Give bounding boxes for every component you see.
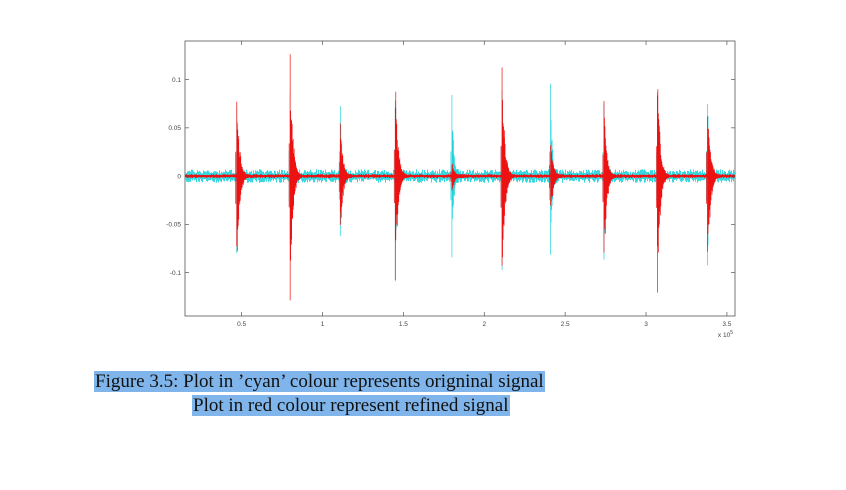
tick-layer: 0.5 1 1.5 2 2.5 3 3.5 0.1 0.05 0 -0.05 -0.1 (166, 41, 735, 328)
caption-text-2: Plot in red colour represent refined sig… (192, 395, 510, 416)
x-tick-label: 0.5 (237, 321, 246, 328)
y-tick-label: 0.1 (172, 77, 181, 84)
caption-text-1: Figure 3.5: Plot in ’cyan’ colour repres… (94, 371, 545, 392)
x-exponent-label: x 105 (718, 330, 733, 339)
spike-9 (656, 89, 670, 293)
spike-2 (288, 54, 302, 301)
spike-5 (450, 163, 464, 191)
y-tick-label: 0 (177, 173, 181, 180)
spike-7 (549, 145, 563, 206)
spike-3 (338, 123, 353, 225)
x-tick-label: 3 (644, 321, 648, 328)
y-tick-label: 0.05 (168, 125, 181, 132)
x-exponent-base: x 10 (718, 332, 731, 339)
spike-1 (235, 101, 249, 252)
x-tick-label: 3.5 (722, 321, 731, 328)
x-tick-label: 2.5 (561, 321, 570, 328)
spike-8 (602, 101, 616, 253)
x-tick-label: 1 (321, 321, 325, 328)
y-tick-label: -0.05 (166, 222, 181, 229)
spike-10 (706, 116, 720, 252)
x-tick-label: 1.5 (399, 321, 408, 328)
figure-caption-line-1: Figure 3.5: Plot in ’cyan’ colour repres… (94, 371, 545, 393)
figure-caption-line-2: Plot in red colour represent refined sig… (192, 395, 510, 417)
spike-6 (500, 67, 514, 266)
x-exponent-power: 5 (730, 330, 733, 336)
y-tick-label: -0.1 (170, 270, 182, 277)
x-tick-label: 2 (482, 321, 486, 328)
spike-4 (393, 91, 408, 280)
